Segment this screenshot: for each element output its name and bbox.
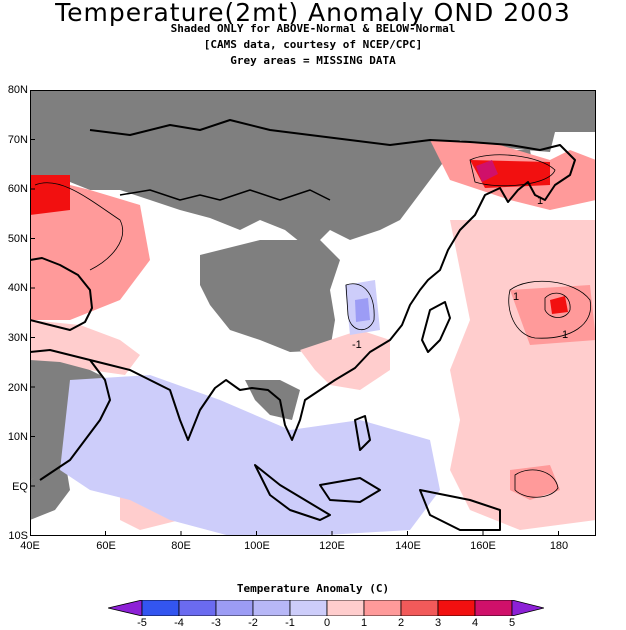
colorbar-tick-5: 5 [508, 617, 516, 629]
warm-pacific-peak [550, 296, 568, 314]
lon-label-160e: 160E [470, 540, 496, 552]
lat-label-80n: 80N [7, 84, 28, 96]
new-guinea-coast [419, 489, 501, 531]
coastlines [30, 119, 576, 531]
colorbar-tick-3: 3 [434, 617, 442, 629]
map-frame [30, 90, 596, 536]
colorbar-bin-m3-m2 [215, 600, 254, 616]
lat-label-10n: 10N [7, 431, 28, 443]
warm-max-okhotsk [476, 160, 498, 182]
warm-peak-west [30, 175, 70, 215]
asia-coastline [30, 119, 576, 441]
contour-label-pacific-south: 1 [562, 329, 568, 341]
contour-label-okhotsk: 1 [537, 195, 543, 207]
lon-label-180: 180 [549, 540, 569, 552]
lat-label-30n: 30N [7, 332, 28, 344]
lon-label-80e: 80E [171, 540, 191, 552]
colorbar-tick-1: 1 [360, 617, 368, 629]
warm-middle-east [30, 320, 140, 375]
subtitle-missing-note: Grey areas = MISSING DATA [230, 54, 396, 67]
cool-korea-core [355, 298, 370, 322]
lat-label-eq: EQ [12, 481, 28, 493]
subtitle-data-source: [CAMS data, courtesy of NCEP/CPC] [203, 38, 423, 51]
colorbar-bin-m5-m4 [141, 600, 180, 616]
caspian-region-coast [30, 257, 93, 331]
borneo-coast [319, 477, 381, 503]
colorbar-tick-4: 4 [471, 617, 479, 629]
arabia-coast [39, 359, 111, 481]
lakes-rivers [119, 189, 331, 201]
map-title: Temperature(2mt) Anomaly OND 2003 [55, 0, 571, 27]
contour-pacific-1 [508, 280, 592, 339]
sumatra-java-coast [254, 464, 331, 521]
lat-label-20n: 20N [7, 382, 28, 394]
anomaly-map-svg: 1 1 1 -1 [30, 90, 596, 536]
colorbar-tick-m4: -4 [174, 617, 184, 629]
cool-indian-ocean [60, 375, 440, 536]
colorbar-arrow-right [511, 600, 544, 616]
lon-label-40e: 40E [20, 540, 40, 552]
colorbar-bin-m4-m3 [178, 600, 217, 616]
lat-label-40n: 40N [7, 282, 28, 294]
colorbar-tick-2: 2 [397, 617, 405, 629]
colorbar-title: Temperature Anomaly (C) [236, 582, 390, 595]
colorbar-tick-m2: -2 [248, 617, 258, 629]
contour-west [34, 182, 123, 271]
contour-label-pacific-west: 1 [513, 291, 519, 303]
colorbar-bin-2-3 [400, 600, 439, 616]
subtitle-shading-note: Shaded ONLY for ABOVE-Normal & BELOW-Nor… [170, 22, 456, 35]
lat-label-10s: 10S [8, 530, 28, 542]
contour-equatorial [514, 469, 559, 498]
colorbar-bin-m2-m1 [252, 600, 291, 616]
lat-label-60n: 60N [7, 183, 28, 195]
lat-label-50n: 50N [7, 233, 28, 245]
colorbar-bin-0-1 [326, 600, 365, 616]
lon-label-120e: 120E [319, 540, 345, 552]
colorbar-bin-4-5 [474, 600, 513, 616]
missing-north-asia [30, 90, 596, 250]
missing-africa-south [30, 460, 70, 520]
colorbar-bin-m1-0 [289, 600, 328, 616]
colorbar-bin-3-4 [437, 600, 476, 616]
colorbar-arrow-left [108, 600, 143, 616]
philippines-coast [354, 415, 371, 451]
cool-anomaly-areas [60, 280, 440, 536]
lon-label-140e: 140E [395, 540, 421, 552]
colorbar-tick-m1: -1 [285, 617, 295, 629]
colorbar-tick-0: 0 [323, 617, 331, 629]
lon-label-60e: 60E [96, 540, 116, 552]
colorbar-bin-1-2 [363, 600, 402, 616]
axis-ticks [30, 90, 559, 536]
contour-pacific-2 [544, 292, 571, 318]
japan-coastline [421, 301, 451, 353]
warm-pacific-core [510, 285, 596, 345]
warm-south-china [300, 330, 390, 390]
contour-lines [34, 154, 592, 498]
warm-anomaly-areas [30, 140, 596, 530]
missing-tibet-china [200, 240, 340, 352]
anomaly-map: 1 1 1 -1 [30, 90, 596, 536]
colorbar-tick-m3: -3 [211, 617, 221, 629]
contour-label-korea: -1 [352, 339, 362, 351]
lon-ticks [30, 531, 559, 536]
missing-indochina [245, 380, 300, 420]
colorbar-tick-m5: -5 [137, 617, 147, 629]
contour-okhotsk [469, 154, 556, 187]
lon-label-100e: 100E [244, 540, 270, 552]
lat-label-70n: 70N [7, 134, 28, 146]
contour-korea [345, 283, 375, 330]
lat-ticks [30, 90, 35, 536]
colorbar-bins [141, 600, 513, 616]
colorbar [108, 600, 544, 616]
